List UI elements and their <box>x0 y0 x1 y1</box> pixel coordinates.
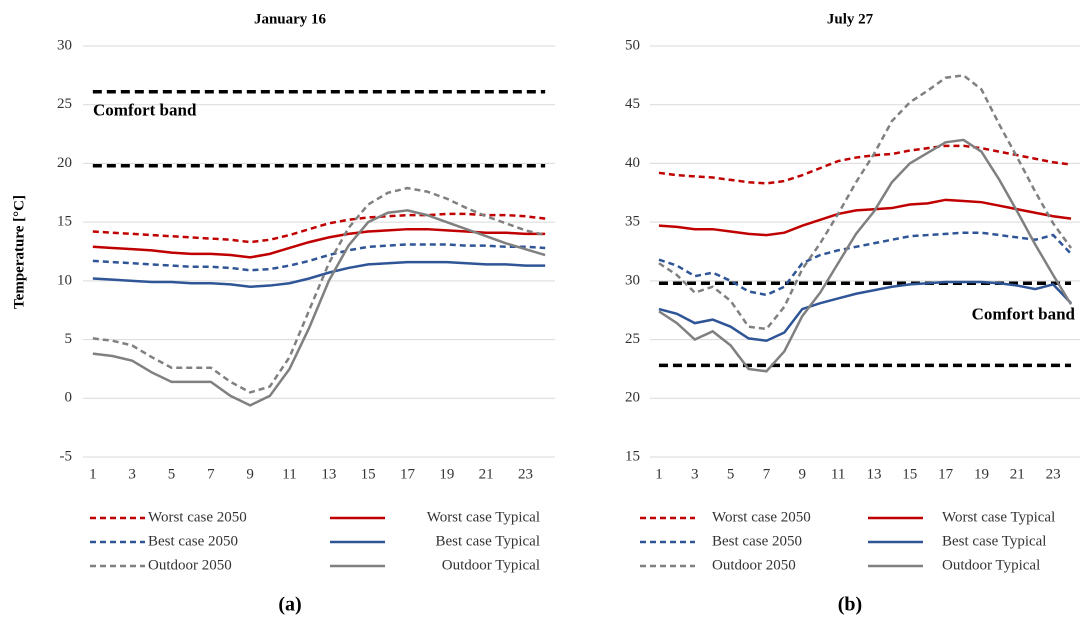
x-tick-label: 13 <box>866 466 881 482</box>
x-tick-label: 15 <box>902 466 917 482</box>
x-tick-label: 11 <box>282 466 296 482</box>
legend-label: Outdoor Typical <box>942 557 1040 573</box>
legend-label: Worst case Typical <box>427 509 540 525</box>
legend-label: Best case Typical <box>436 533 540 549</box>
y-axis-label: Temperature [°C] <box>11 195 27 309</box>
legend-label: Worst case Typical <box>942 509 1055 525</box>
x-tick-label: 13 <box>321 466 336 482</box>
series-line <box>658 280 1072 343</box>
series-line <box>92 209 546 407</box>
y-tick-label: 15 <box>625 448 640 464</box>
x-tick-label: 1 <box>89 466 97 482</box>
legend-label: Worst case 2050 <box>148 509 247 525</box>
x-tick-label: 17 <box>400 466 416 482</box>
y-tick-label: 5 <box>65 331 73 347</box>
series-line <box>658 74 1073 331</box>
x-tick-label: 17 <box>938 466 954 482</box>
x-tick-label: 15 <box>361 466 376 482</box>
series-line <box>658 198 1072 237</box>
x-tick-label: 11 <box>831 466 845 482</box>
y-tick-label: -5 <box>60 448 73 464</box>
x-tick-label: 3 <box>128 466 136 482</box>
x-tick-label: 23 <box>518 466 533 482</box>
chart-title: July 27 <box>827 11 874 27</box>
series-line <box>92 243 546 272</box>
legend-label: Worst case 2050 <box>712 509 811 525</box>
x-tick-label: 19 <box>439 466 454 482</box>
y-tick-label: 20 <box>57 155 72 171</box>
series-line <box>92 260 546 288</box>
x-tick-label: 1 <box>655 466 663 482</box>
panel-label: (b) <box>838 594 862 616</box>
x-tick-label: 9 <box>246 466 254 482</box>
chart-title: January 16 <box>254 11 327 27</box>
y-tick-label: 35 <box>625 214 640 230</box>
legend-label: Best case Typical <box>942 533 1046 549</box>
y-tick-label: 15 <box>57 214 72 230</box>
y-tick-label: 25 <box>625 331 640 347</box>
x-tick-label: 9 <box>799 466 807 482</box>
x-tick-label: 21 <box>1010 466 1025 482</box>
y-tick-label: 20 <box>625 390 640 406</box>
y-tick-label: 30 <box>625 272 640 288</box>
y-tick-label: 30 <box>57 37 72 53</box>
series-line <box>658 231 1072 297</box>
series-line <box>92 212 546 244</box>
x-tick-label: 7 <box>763 466 771 482</box>
legend-label: Outdoor 2050 <box>712 557 796 573</box>
series-line <box>658 144 1072 185</box>
legend-label: Best case 2050 <box>148 533 238 549</box>
comfort-band-label: Comfort band <box>93 101 197 120</box>
y-tick-label: 0 <box>65 390 73 406</box>
legend-label: Best case 2050 <box>712 533 802 549</box>
x-tick-label: 5 <box>727 466 735 482</box>
y-tick-label: 40 <box>625 155 640 171</box>
x-tick-label: 21 <box>479 466 494 482</box>
series-line <box>92 227 546 259</box>
y-tick-label: 10 <box>57 272 72 288</box>
panel-label: (a) <box>278 594 301 616</box>
x-tick-label: 23 <box>1046 466 1061 482</box>
y-tick-label: 25 <box>57 96 72 112</box>
x-tick-label: 7 <box>207 466 215 482</box>
x-tick-label: 19 <box>974 466 989 482</box>
series-line <box>658 138 1073 373</box>
y-tick-label: 45 <box>625 96 640 112</box>
y-tick-label: 50 <box>625 37 640 53</box>
x-tick-label: 3 <box>691 466 699 482</box>
series-line <box>92 186 546 394</box>
comfort-band-label: Comfort band <box>972 304 1076 323</box>
x-tick-label: 5 <box>168 466 176 482</box>
legend-label: Outdoor Typical <box>442 557 540 573</box>
legend-label: Outdoor 2050 <box>148 557 232 573</box>
